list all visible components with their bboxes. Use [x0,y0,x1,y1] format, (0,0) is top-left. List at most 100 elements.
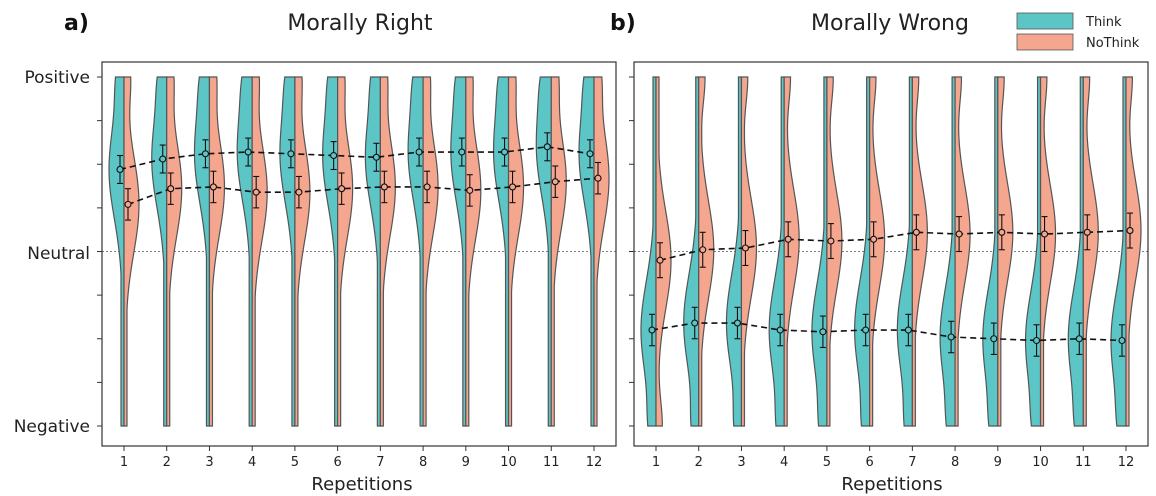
mean-point-a-nothink-3 [209,183,218,191]
x-tick-label-b-10: 10 [1032,455,1049,470]
mean-point-b-think-10 [1032,336,1041,345]
mean-point-b-nothink-4 [784,235,792,243]
x-tick-label-a-1: 1 [120,455,128,470]
violin-b-nothink-6 [869,76,886,427]
x-tick-label-b-8: 8 [951,455,959,470]
legend: Think NoThink [1016,12,1140,51]
mean-point-a-think-5 [287,150,295,158]
mean-point-b-think-8 [947,333,955,341]
mean-point-b-nothink-9 [998,228,1006,236]
mean-point-b-nothink-11 [1083,228,1091,236]
x-tick-label-a-12: 12 [586,455,603,470]
x-tick-label-b-6: 6 [865,455,873,470]
ytick-label-neutral: Neutral [27,244,90,264]
x-tick-label-b-12: 12 [1118,455,1135,470]
violin-a-nothink-10 [507,76,525,427]
mean-point-b-think-12 [1118,336,1126,345]
x-tick-label-b-2: 2 [695,455,703,470]
mean-point-a-think-1 [116,165,124,174]
mean-point-b-nothink-3 [741,244,750,252]
mean-point-a-nothink-10 [508,183,517,191]
violin-b-nothink-11 [1082,76,1099,427]
mean-lines-b [648,212,1134,357]
x-tick-label-b-7: 7 [908,455,916,470]
mean-point-a-nothink-12 [594,174,602,182]
mean-point-b-nothink-5 [827,237,835,245]
mean-line-a-nothink [127,177,599,206]
mean-point-a-think-9 [458,148,466,156]
mean-point-a-think-3 [201,150,210,158]
panel-letter-a: a) [64,11,89,36]
axes-frame-b [633,61,1149,447]
mean-point-a-nothink-1 [124,200,132,208]
panel-letter-b: b) [610,11,636,36]
x-ticks-b: 1 2 3 4 5 6 7 8 9 10 11 12 [652,446,1134,470]
violin-a-nothink-5 [294,76,311,427]
mean-point-a-think-11 [543,143,551,151]
legend-swatch-nothink [1016,33,1074,51]
violin-b-nothink-3 [740,76,758,427]
violin-a-nothink-6 [337,76,354,427]
mean-point-a-nothink-2 [167,185,175,193]
x-tick-label-a-4: 4 [248,455,256,470]
mean-point-b-think-6 [862,326,870,334]
mean-point-b-nothink-12 [1126,227,1134,235]
mean-point-b-think-1 [648,326,656,334]
mean-point-b-nothink-10 [1040,230,1049,238]
x-tick-label-a-6: 6 [333,455,341,470]
mean-line-b-nothink [659,229,1131,262]
x-tick-label-b-4: 4 [780,455,788,470]
x-tick-label-b-5: 5 [823,455,831,470]
mean-point-b-nothink-7 [912,228,920,236]
mean-lines-a [116,132,602,221]
y-ticks-b [629,76,634,427]
mean-point-b-nothink-8 [955,230,963,238]
violin-a-nothink-1 [123,76,140,427]
mean-point-b-think-11 [1075,335,1083,343]
mean-point-a-nothink-6 [338,185,346,193]
mean-point-a-nothink-7 [380,183,388,191]
ytick-label-positive: Positive [24,68,90,88]
mean-point-a-think-7 [372,153,380,161]
mean-point-b-think-9 [990,335,998,343]
mean-line-b-think [651,322,1123,342]
mean-point-a-nothink-4 [252,188,260,196]
axes-frame-a [101,61,617,447]
violin-b-nothink-12 [1125,76,1142,427]
panel-title-a: Morally Right [287,11,433,36]
violin-a-nothink-2 [166,76,183,427]
violin-a-nothink-11 [550,76,567,427]
x-tick-label-a-11: 11 [543,455,560,470]
violin-b-nothink-10 [1039,76,1057,427]
violin-a-think-11 [535,76,552,427]
x-axis-label-b: Repetitions [841,474,942,495]
mean-point-a-think-10 [500,148,509,156]
x-ticks-a: 1 2 3 4 5 6 7 8 9 10 11 12 [120,446,602,470]
violin-a-nothink-9 [465,76,482,427]
mean-point-b-think-2 [691,319,699,327]
x-tick-label-a-7: 7 [376,455,384,470]
mean-point-a-nothink-9 [466,186,474,194]
violin-b-nothink-1 [655,76,672,427]
violin-a-nothink-4 [251,76,268,427]
violin-b-nothink-9 [997,76,1014,427]
violin-a-nothink-3 [208,76,226,427]
mean-point-a-think-8 [415,148,423,156]
x-tick-label-a-9: 9 [462,455,470,470]
x-tick-label-b-3: 3 [737,455,745,470]
violin-a-nothink-8 [422,76,439,427]
violins-b [634,76,1148,427]
x-tick-label-a-3: 3 [205,455,213,470]
violin-b-think-3 [725,76,743,427]
violin-a-nothink-7 [379,76,396,427]
x-tick-label-a-2: 2 [163,455,171,470]
mean-line-a-think [119,145,591,171]
x-tick-label-a-10: 10 [500,455,517,470]
violin-b-nothink-5 [826,76,843,427]
ytick-label-negative: Negative [14,417,90,437]
mean-point-a-think-6 [330,151,338,160]
x-tick-label-b-1: 1 [652,455,660,470]
mean-point-b-think-3 [733,319,742,327]
legend-label-think: Think [1085,15,1122,30]
